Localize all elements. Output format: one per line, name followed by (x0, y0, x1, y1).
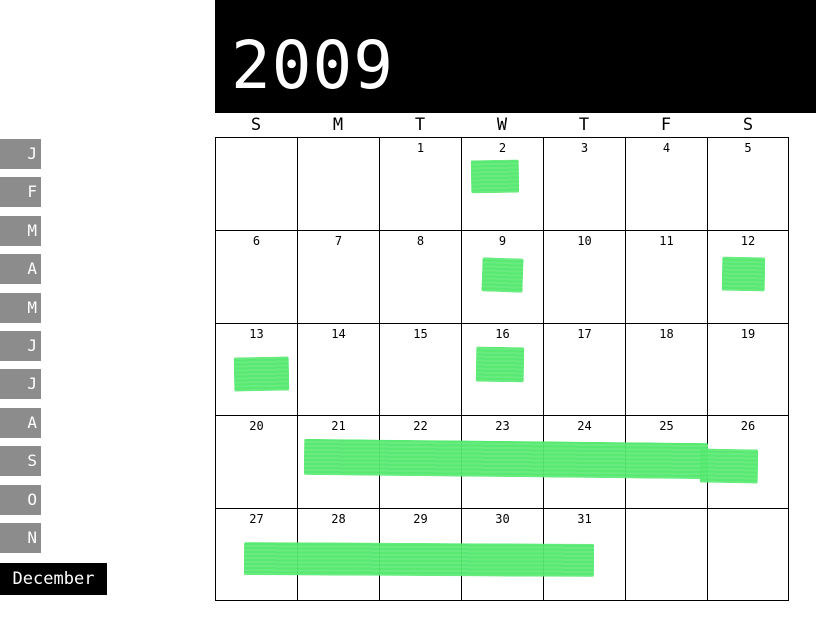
day-number: 21 (331, 419, 346, 434)
day-cell[interactable]: 1 (379, 137, 461, 230)
day-number: 30 (495, 512, 510, 527)
month-tab-dec-selected[interactable]: December (0, 563, 107, 595)
day-cell[interactable]: 14 (297, 322, 379, 416)
day-cell[interactable]: 15 (379, 322, 461, 416)
month-tab-apr[interactable]: A (0, 254, 41, 284)
day-number: 11 (659, 233, 674, 248)
day-number: 31 (577, 512, 592, 527)
day-cell[interactable]: 4 (625, 137, 707, 230)
day-cell[interactable] (215, 137, 297, 230)
day-cell[interactable] (707, 508, 789, 601)
day-number: 10 (577, 233, 592, 248)
weekday-saturday: S (742, 115, 754, 135)
day-number: 16 (495, 326, 510, 341)
month-tab-nov[interactable]: N (0, 523, 41, 553)
day-cell[interactable]: 13 (215, 322, 297, 416)
day-number: 8 (416, 233, 425, 248)
day-number: 19 (740, 326, 756, 341)
day-number: 18 (659, 326, 674, 341)
day-cell[interactable]: 20 (215, 415, 297, 509)
day-cell[interactable] (625, 508, 707, 601)
day-cell[interactable]: 27 (215, 508, 297, 601)
day-cell[interactable]: 6 (215, 229, 297, 323)
month-tab-jul[interactable]: J (0, 369, 41, 399)
day-cell[interactable]: 3 (543, 137, 625, 230)
day-number: 9 (498, 233, 507, 248)
month-tab-may[interactable]: M (0, 293, 41, 323)
day-number: 24 (577, 419, 592, 434)
day-cell[interactable]: 18 (625, 322, 707, 416)
month-tab-sep[interactable]: S (0, 446, 41, 476)
month-tab-jun[interactable]: J (0, 331, 41, 361)
month-tab-feb[interactable]: F (0, 177, 41, 207)
day-cell[interactable]: 7 (297, 229, 379, 323)
day-number: 14 (331, 326, 346, 341)
month-tab-oct[interactable]: O (0, 485, 41, 515)
weekday-wednesday: W (496, 115, 508, 135)
day-number: 23 (495, 419, 510, 434)
day-number: 2 (498, 141, 507, 155)
day-cell[interactable]: 17 (543, 322, 625, 416)
day-number: 17 (577, 326, 592, 341)
year-header: 2009 (215, 0, 816, 113)
weekday-header: S M T W T F S (215, 113, 789, 137)
day-number: 12 (740, 233, 756, 248)
highlight-mark (699, 448, 759, 484)
highlight-mark (721, 256, 766, 292)
weekday-thursday: T (578, 115, 590, 135)
highlight-mark (243, 542, 595, 577)
weekday-friday: F (660, 115, 672, 135)
highlight-mark (470, 159, 520, 194)
day-number: 26 (740, 419, 756, 434)
day-number: 1 (416, 141, 425, 155)
day-cell[interactable]: 8 (379, 229, 461, 323)
year-title: 2009 (231, 27, 394, 104)
day-number: 7 (334, 233, 343, 248)
day-number: 3 (580, 141, 589, 155)
highlight-mark (475, 346, 525, 383)
day-cell[interactable]: 10 (543, 229, 625, 323)
day-number: 13 (249, 326, 264, 341)
day-cell[interactable]: 21 (297, 415, 379, 509)
day-number: 29 (413, 512, 428, 527)
day-number: 5 (744, 141, 752, 155)
weekday-monday: M (332, 115, 344, 135)
day-number: 20 (249, 419, 264, 434)
weekday-tuesday: T (414, 115, 426, 135)
day-number: 25 (659, 419, 674, 434)
day-cell[interactable]: 11 (625, 229, 707, 323)
month-tab-jan[interactable]: J (0, 139, 41, 169)
day-cell[interactable] (297, 137, 379, 230)
day-number: 6 (252, 233, 261, 248)
highlight-mark (303, 438, 709, 480)
day-number: 28 (331, 512, 346, 527)
day-cell[interactable]: 12 (707, 229, 789, 323)
day-cell[interactable]: 16 (461, 322, 543, 416)
day-cell[interactable]: 2 (461, 137, 543, 230)
month-tab-mar[interactable]: M (0, 216, 41, 246)
highlight-mark (233, 356, 290, 392)
highlight-mark (481, 257, 524, 293)
month-tab-aug[interactable]: A (0, 408, 41, 438)
day-number: 4 (662, 141, 671, 155)
day-number: 15 (413, 326, 428, 341)
day-number: 27 (249, 512, 264, 527)
weekday-sunday: S (250, 115, 262, 135)
day-cell[interactable]: 19 (707, 322, 789, 416)
day-cell[interactable]: 9 (461, 229, 543, 323)
day-number: 22 (413, 419, 428, 434)
day-cell[interactable]: 5 (707, 137, 789, 230)
